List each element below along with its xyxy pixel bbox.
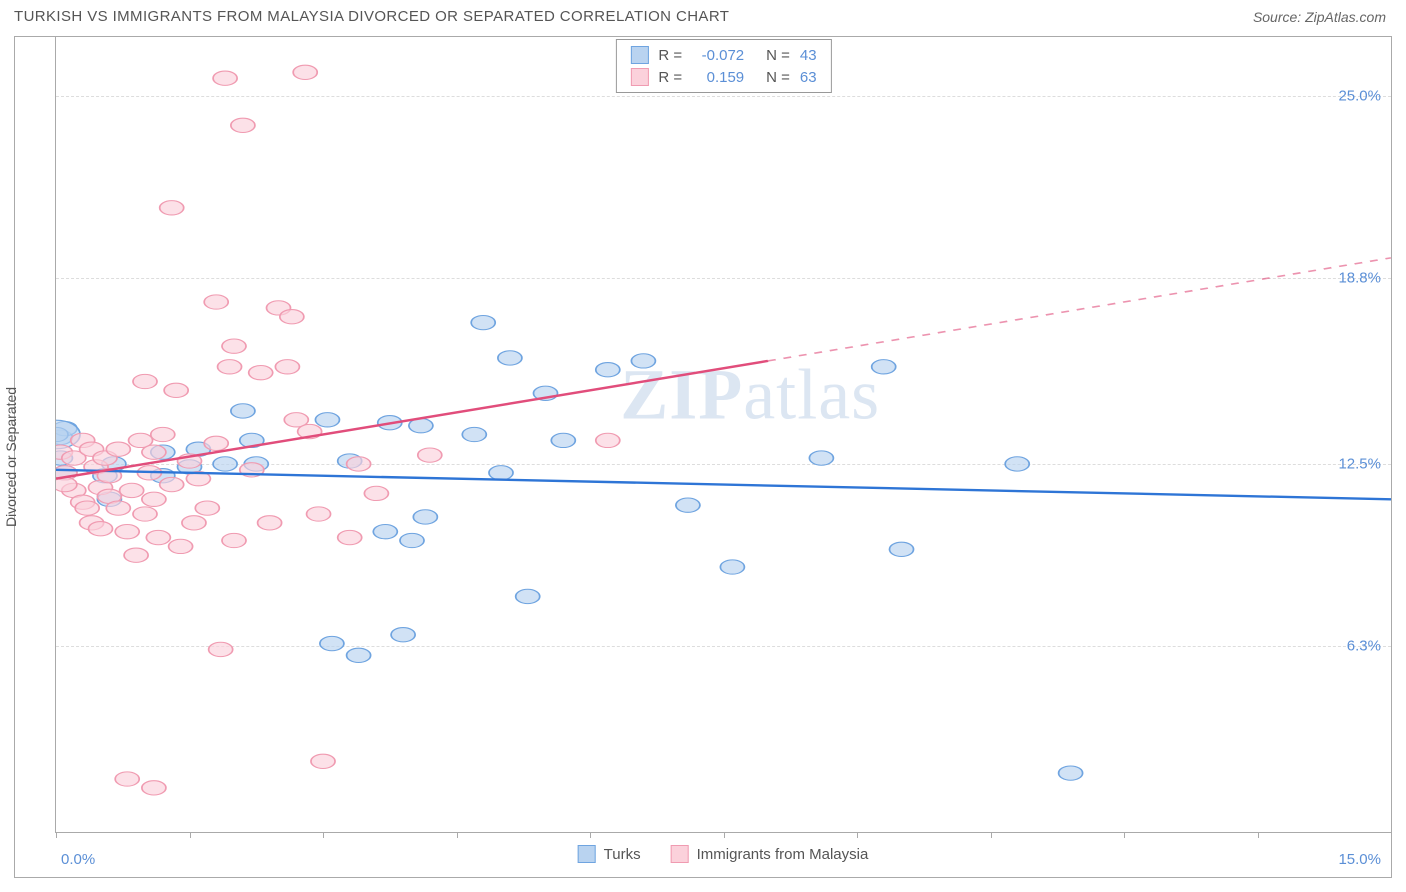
data-point xyxy=(204,436,228,450)
chart-container: Divorced or Separated ZIPatlas R =-0.072… xyxy=(14,36,1392,878)
legend-item: Turks xyxy=(578,845,641,863)
legend-item: Immigrants from Malaysia xyxy=(671,845,869,863)
x-tick xyxy=(1391,832,1392,838)
data-point xyxy=(462,427,486,441)
data-point xyxy=(1005,457,1029,471)
data-point xyxy=(373,525,397,539)
correlation-legend-row: R = -0.072 N = 43 xyxy=(630,44,816,66)
data-point xyxy=(275,360,299,374)
n-value: 63 xyxy=(800,69,817,86)
data-point xyxy=(151,427,175,441)
data-point xyxy=(596,433,620,447)
data-point xyxy=(142,492,166,506)
r-label: R = xyxy=(658,69,682,86)
data-point xyxy=(516,589,540,603)
data-point xyxy=(364,486,388,500)
data-point xyxy=(872,360,896,374)
data-point xyxy=(338,530,362,544)
data-point xyxy=(213,71,237,85)
data-point xyxy=(315,413,339,427)
data-point xyxy=(120,483,144,497)
r-label: R = xyxy=(658,47,682,64)
data-point xyxy=(489,466,513,480)
data-point xyxy=(631,354,655,368)
data-point xyxy=(146,530,170,544)
data-point xyxy=(195,501,219,515)
legend-swatch xyxy=(671,845,689,863)
x-axis-min-label: 0.0% xyxy=(61,851,95,868)
data-point xyxy=(222,533,246,547)
data-point xyxy=(133,374,157,388)
n-value: 43 xyxy=(800,47,817,64)
legend-swatch xyxy=(630,68,648,86)
data-point xyxy=(106,442,130,456)
data-point xyxy=(889,542,913,556)
data-point xyxy=(413,510,437,524)
data-point xyxy=(347,457,371,471)
plot-area: ZIPatlas R =-0.072N =43R =0.159N =63 6.3… xyxy=(55,37,1391,833)
data-point xyxy=(142,781,166,795)
data-point xyxy=(160,201,184,215)
data-point xyxy=(124,548,148,562)
data-point xyxy=(75,501,99,515)
data-point xyxy=(164,383,188,397)
data-point xyxy=(56,477,77,491)
data-point xyxy=(133,507,157,521)
trend-line-extrapolated xyxy=(768,258,1391,361)
data-point xyxy=(391,628,415,642)
data-point xyxy=(106,501,130,515)
data-point xyxy=(400,533,424,547)
data-point xyxy=(809,451,833,465)
data-point xyxy=(169,539,193,553)
legend-label: Turks xyxy=(604,846,641,863)
data-point xyxy=(320,636,344,650)
legend-swatch xyxy=(578,845,596,863)
r-value: 0.159 xyxy=(692,69,744,86)
x-axis-max-label: 15.0% xyxy=(1338,851,1381,868)
x-axis: 0.0% Turks Immigrants from Malaysia 15.0% xyxy=(55,833,1391,877)
trend-line xyxy=(56,361,768,479)
correlation-legend: R = -0.072 N = 43 R = 0.159 N = 63 xyxy=(615,39,831,93)
n-label: N = xyxy=(766,69,790,86)
data-point xyxy=(213,457,237,471)
data-point xyxy=(182,516,206,530)
data-point xyxy=(676,498,700,512)
y-axis-label: Divorced or Separated xyxy=(3,387,19,527)
data-point xyxy=(720,560,744,574)
series-legend: Turks Immigrants from Malaysia xyxy=(578,845,869,863)
scatter-plot xyxy=(56,37,1391,832)
data-point xyxy=(115,772,139,786)
data-point xyxy=(498,351,522,365)
trend-line xyxy=(56,470,1391,499)
data-point xyxy=(347,648,371,662)
r-value: -0.072 xyxy=(692,47,744,64)
data-point xyxy=(88,522,112,536)
data-point xyxy=(218,360,242,374)
data-point xyxy=(142,445,166,459)
data-point xyxy=(293,65,317,79)
data-point xyxy=(1059,766,1083,780)
data-point xyxy=(311,754,335,768)
data-point xyxy=(280,310,304,324)
data-point xyxy=(222,339,246,353)
data-point xyxy=(418,448,442,462)
source-label: Source: ZipAtlas.com xyxy=(1253,9,1386,25)
data-point xyxy=(204,295,228,309)
n-label: N = xyxy=(766,47,790,64)
data-point xyxy=(596,363,620,377)
data-point xyxy=(231,404,255,418)
legend-label: Immigrants from Malaysia xyxy=(697,846,869,863)
correlation-legend-row: R = 0.159 N = 63 xyxy=(630,66,816,88)
legend-swatch xyxy=(630,46,648,64)
data-point xyxy=(307,507,331,521)
data-point xyxy=(471,315,495,329)
data-point xyxy=(551,433,575,447)
chart-title: TURKISH VS IMMIGRANTS FROM MALAYSIA DIVO… xyxy=(14,8,729,25)
data-point xyxy=(209,642,233,656)
data-point xyxy=(115,525,139,539)
data-point xyxy=(231,118,255,132)
data-point xyxy=(258,516,282,530)
data-point xyxy=(160,477,184,491)
data-point xyxy=(249,366,273,380)
